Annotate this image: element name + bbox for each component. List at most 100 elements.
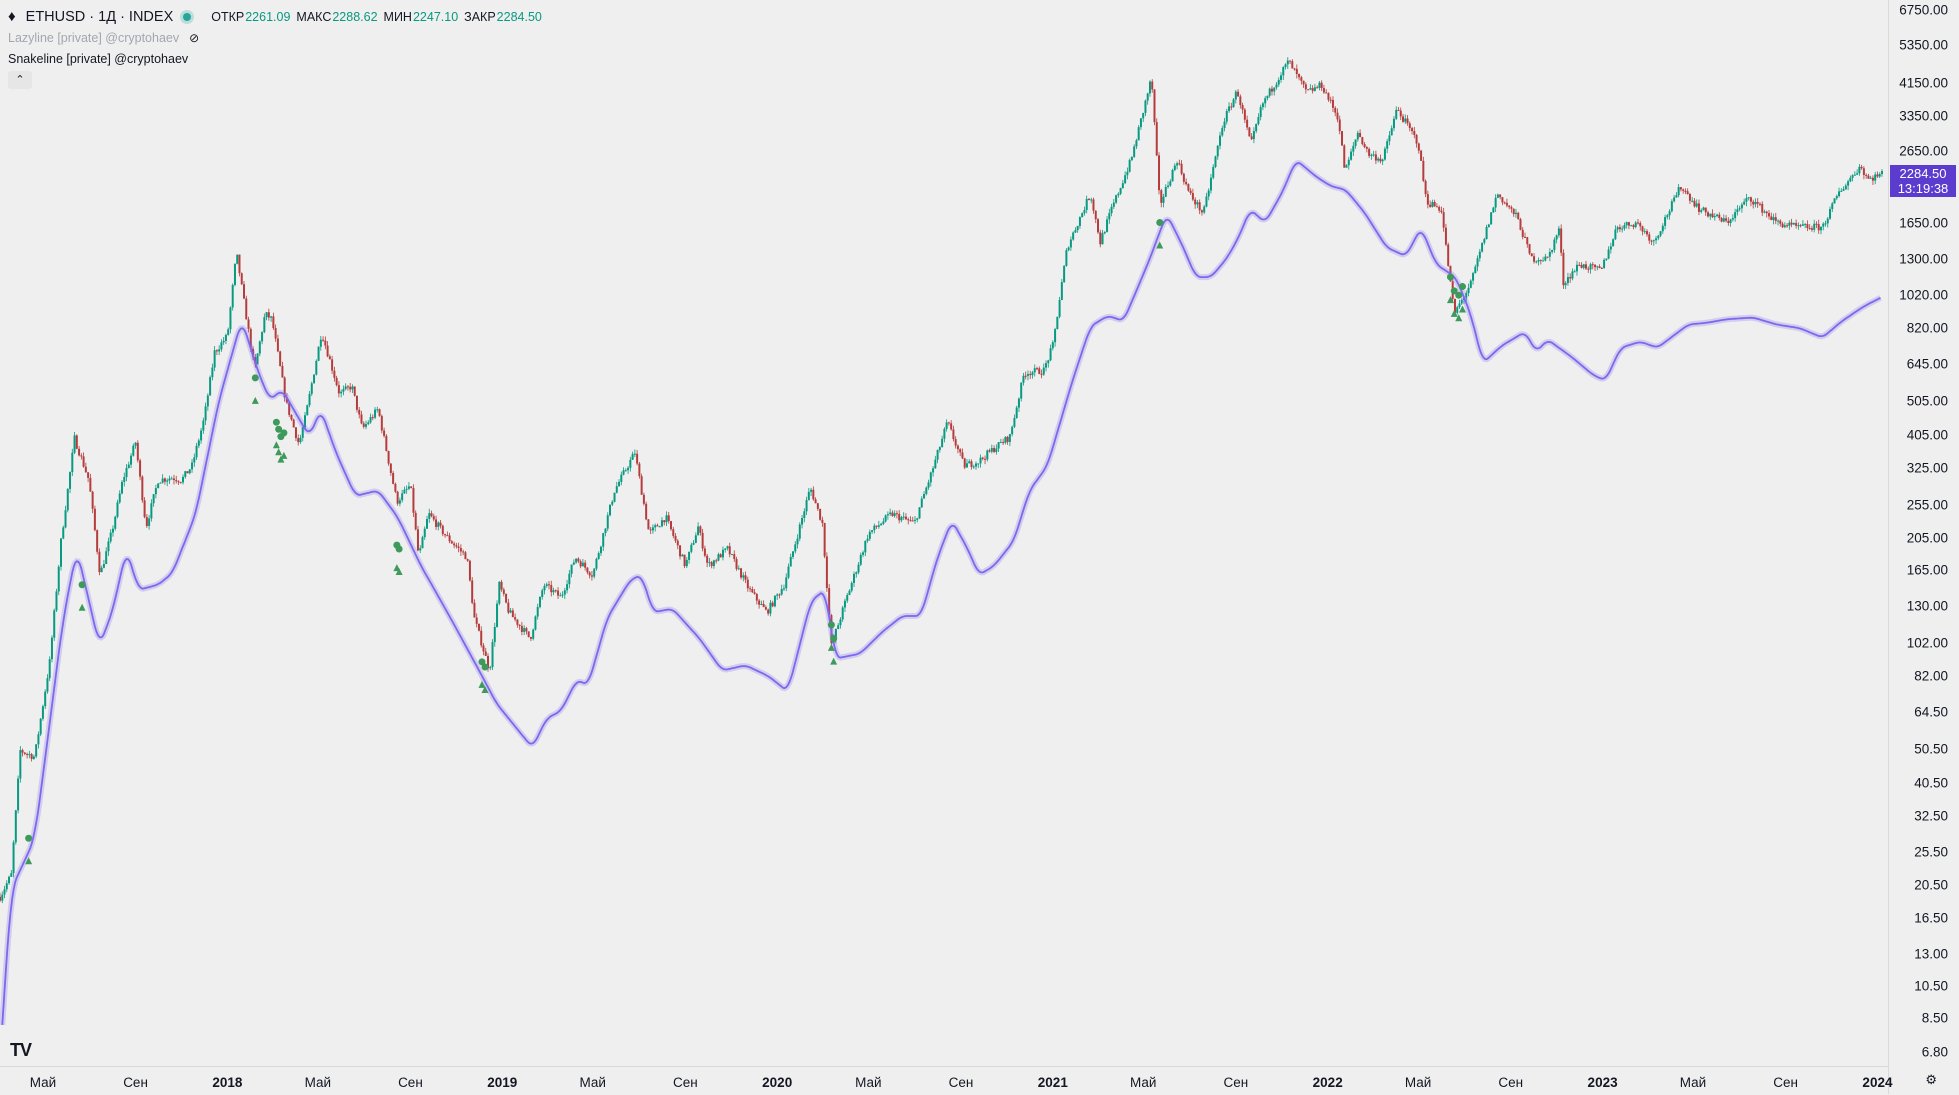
candle-body: [1745, 198, 1748, 202]
candle-body: [1469, 280, 1472, 288]
candle-body: [726, 546, 729, 549]
indicator-snakeline-label[interactable]: Snakeline [private] @cryptohaev: [8, 51, 189, 66]
candle-body: [1151, 81, 1154, 90]
candle-body: [1472, 273, 1475, 281]
candle-body: [96, 530, 99, 552]
candle-body: [843, 600, 846, 608]
tradingview-logo[interactable]: TV: [10, 1040, 32, 1060]
candle-body: [435, 519, 438, 527]
candle-body: [1867, 175, 1870, 179]
candle-body: [762, 603, 765, 608]
candle-body: [721, 549, 724, 558]
low-value: 2247.10: [412, 9, 459, 24]
time-axis[interactable]: Май Сен 2018 Май Сен 2019 Май Сен 2020 Май Сен 2021…: [0, 1066, 1892, 1095]
candle-body: [889, 512, 892, 515]
indicator-lazyline-label[interactable]: Lazyline [private] @cryptohaev: [8, 30, 180, 45]
candle-body: [1205, 196, 1208, 207]
candle-body: [1453, 298, 1456, 313]
candle-body: [593, 568, 596, 577]
candle-body: [1747, 197, 1750, 199]
candle-body: [1528, 244, 1531, 254]
candle-body: [1806, 224, 1809, 229]
candle-body: [1316, 87, 1319, 89]
candle-body: [1792, 222, 1795, 225]
candle-body: [191, 462, 194, 470]
price-chart[interactable]: [0, 0, 1888, 1066]
candle-body: [450, 541, 453, 544]
candle-body: [130, 455, 133, 465]
candle-body: [396, 491, 399, 504]
candle-body: [651, 527, 654, 531]
candle-body: [1320, 82, 1323, 89]
candle-body: [1483, 239, 1486, 243]
candle-body: [163, 478, 166, 482]
candle-body: [227, 329, 230, 335]
candle-body: [1677, 187, 1680, 196]
candle-body: [455, 545, 458, 547]
candle-body: [1636, 222, 1639, 224]
candle-body: [536, 607, 539, 617]
candle-body: [1659, 231, 1662, 236]
candle-body: [73, 435, 76, 453]
candle-body: [1164, 186, 1167, 197]
candle-body: [1664, 217, 1667, 226]
buy-signal-triangle: [1156, 241, 1164, 249]
candle-body: [1212, 166, 1215, 178]
candle-body: [496, 603, 499, 627]
candle-body: [355, 395, 358, 410]
candle-body: [389, 463, 392, 473]
candle-body: [102, 564, 105, 568]
candle-body: [1499, 194, 1502, 198]
candle-body: [1015, 407, 1018, 418]
candle-body: [1390, 128, 1393, 136]
candle-body: [1688, 194, 1691, 201]
candle-body: [712, 560, 715, 567]
candle-body: [383, 430, 386, 436]
candle-body: [46, 678, 49, 692]
candle-body: [1508, 205, 1511, 208]
candle-body: [1230, 106, 1233, 108]
candle-body: [857, 564, 860, 573]
candle-body: [1031, 372, 1034, 376]
candle-body: [98, 551, 101, 573]
signal-dot: [478, 658, 486, 666]
candle-body: [220, 342, 223, 350]
price-tick-label: 165.00: [1906, 562, 1948, 578]
candle-body: [166, 480, 169, 482]
candle-body: [1842, 189, 1845, 191]
candle-body: [1476, 258, 1479, 267]
candle-body: [1359, 132, 1362, 138]
eye-hidden-icon[interactable]: ⊘: [189, 30, 200, 45]
candle-body: [294, 427, 297, 439]
candle-body: [904, 516, 907, 520]
candle-body: [482, 645, 485, 652]
candle-body: [945, 422, 948, 429]
low-key: МИН: [383, 9, 412, 24]
indicator-row-snakeline[interactable]: Snakeline [private] @cryptohaev: [8, 48, 542, 69]
candle-body: [202, 420, 205, 431]
price-axis[interactable]: 6750.00 5350.00 4150.00 3350.00 2650.00 1650.…: [1888, 0, 1959, 1094]
symbol-title[interactable]: ETHUSD · 1Д · INDEX: [25, 8, 174, 25]
candle-body: [577, 558, 580, 562]
candle-body: [224, 334, 227, 341]
gear-icon[interactable]: ⚙: [1925, 1072, 1937, 1087]
symbol-row[interactable]: ♦ ETHUSD · 1Д · INDEX ОТКР 2261.09 МАКС 22…: [8, 6, 542, 27]
candle-body: [1277, 79, 1280, 85]
candle-body: [886, 514, 889, 516]
time-tick-label: Сен: [398, 1075, 423, 1090]
candle-body: [1223, 121, 1226, 129]
collapse-legend-button[interactable]: ⌃: [8, 71, 32, 89]
candle-body: [807, 491, 810, 501]
candle-body: [161, 478, 164, 483]
indicator-row-lazyline[interactable]: Lazyline [private] @cryptohaev ⊘: [8, 27, 542, 48]
candle-body: [1713, 216, 1716, 218]
candle-body: [566, 584, 569, 591]
candle-body: [1273, 87, 1276, 92]
candle-body: [1354, 139, 1357, 146]
candle-body: [1788, 222, 1791, 226]
candle-body: [742, 575, 745, 578]
candle-body: [1876, 174, 1879, 177]
candle-body: [1261, 103, 1264, 108]
candle-body: [1503, 202, 1506, 204]
candle-body: [487, 655, 490, 669]
